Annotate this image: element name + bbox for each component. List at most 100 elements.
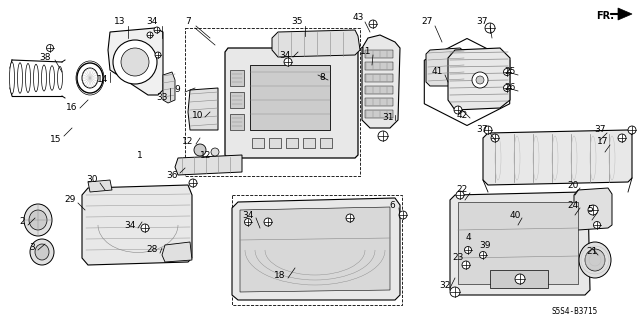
FancyBboxPatch shape bbox=[365, 98, 393, 106]
Text: 2: 2 bbox=[19, 218, 25, 227]
Text: 40: 40 bbox=[509, 211, 521, 220]
Text: 15: 15 bbox=[51, 135, 61, 145]
Text: 42: 42 bbox=[456, 110, 468, 119]
Polygon shape bbox=[272, 30, 360, 57]
FancyBboxPatch shape bbox=[365, 86, 393, 94]
Polygon shape bbox=[574, 188, 612, 230]
Polygon shape bbox=[225, 48, 358, 158]
Text: 33: 33 bbox=[156, 93, 168, 102]
Circle shape bbox=[47, 44, 54, 52]
Text: 37: 37 bbox=[476, 125, 488, 134]
Text: 37: 37 bbox=[595, 125, 605, 134]
Text: 18: 18 bbox=[275, 270, 285, 279]
Polygon shape bbox=[448, 48, 510, 110]
Polygon shape bbox=[108, 28, 163, 95]
Circle shape bbox=[465, 246, 472, 253]
FancyBboxPatch shape bbox=[365, 50, 393, 58]
Text: 5: 5 bbox=[587, 205, 593, 214]
Text: 37: 37 bbox=[476, 18, 488, 27]
Text: 3: 3 bbox=[29, 244, 35, 252]
Text: 21: 21 bbox=[586, 247, 598, 257]
Text: 36: 36 bbox=[166, 171, 178, 180]
Circle shape bbox=[472, 72, 488, 88]
FancyBboxPatch shape bbox=[250, 65, 330, 130]
Circle shape bbox=[399, 211, 407, 219]
Text: 43: 43 bbox=[352, 13, 364, 22]
Circle shape bbox=[154, 27, 160, 33]
Text: 23: 23 bbox=[452, 253, 464, 262]
Text: 6: 6 bbox=[389, 201, 395, 210]
Polygon shape bbox=[88, 180, 112, 192]
Polygon shape bbox=[82, 185, 192, 265]
Text: 32: 32 bbox=[439, 281, 451, 290]
Text: 28: 28 bbox=[147, 245, 157, 254]
Circle shape bbox=[618, 134, 626, 142]
Circle shape bbox=[484, 126, 492, 134]
Ellipse shape bbox=[42, 65, 47, 91]
Polygon shape bbox=[450, 192, 590, 295]
Circle shape bbox=[155, 52, 161, 58]
Circle shape bbox=[121, 48, 149, 76]
Text: 38: 38 bbox=[39, 53, 51, 62]
FancyBboxPatch shape bbox=[252, 138, 264, 148]
Circle shape bbox=[189, 179, 197, 187]
Circle shape bbox=[141, 224, 149, 232]
Polygon shape bbox=[188, 88, 218, 130]
Polygon shape bbox=[362, 35, 400, 128]
Text: 16: 16 bbox=[67, 102, 77, 111]
FancyBboxPatch shape bbox=[320, 138, 332, 148]
FancyBboxPatch shape bbox=[303, 138, 315, 148]
Polygon shape bbox=[240, 207, 390, 292]
Ellipse shape bbox=[17, 63, 22, 93]
Polygon shape bbox=[426, 48, 465, 86]
Polygon shape bbox=[175, 155, 242, 175]
FancyBboxPatch shape bbox=[365, 110, 393, 118]
Ellipse shape bbox=[26, 63, 31, 92]
Polygon shape bbox=[618, 8, 632, 20]
Circle shape bbox=[588, 205, 598, 215]
Ellipse shape bbox=[579, 242, 611, 278]
Polygon shape bbox=[232, 198, 400, 300]
FancyBboxPatch shape bbox=[230, 70, 244, 86]
Circle shape bbox=[462, 261, 470, 269]
Circle shape bbox=[264, 218, 272, 226]
FancyBboxPatch shape bbox=[230, 92, 244, 108]
Circle shape bbox=[194, 144, 206, 156]
Ellipse shape bbox=[29, 210, 47, 230]
Circle shape bbox=[504, 84, 511, 92]
Circle shape bbox=[491, 134, 499, 142]
Text: 31: 31 bbox=[382, 114, 394, 123]
Text: 27: 27 bbox=[421, 18, 433, 27]
Ellipse shape bbox=[82, 68, 98, 88]
Circle shape bbox=[244, 219, 252, 226]
Text: 7: 7 bbox=[185, 18, 191, 27]
Circle shape bbox=[593, 221, 600, 228]
Text: 26: 26 bbox=[504, 84, 516, 92]
Circle shape bbox=[456, 191, 464, 199]
Ellipse shape bbox=[585, 249, 605, 271]
Polygon shape bbox=[163, 72, 175, 103]
Circle shape bbox=[515, 274, 525, 284]
Text: 11: 11 bbox=[360, 47, 372, 57]
Circle shape bbox=[369, 20, 377, 28]
FancyBboxPatch shape bbox=[286, 138, 298, 148]
Circle shape bbox=[147, 32, 153, 38]
Text: 12: 12 bbox=[182, 138, 194, 147]
Circle shape bbox=[485, 23, 495, 33]
Text: 22: 22 bbox=[456, 186, 468, 195]
Text: 12: 12 bbox=[200, 150, 212, 159]
Text: S5S4-B3715: S5S4-B3715 bbox=[552, 308, 598, 316]
Polygon shape bbox=[483, 130, 632, 185]
Ellipse shape bbox=[30, 239, 54, 265]
Circle shape bbox=[346, 214, 354, 222]
Ellipse shape bbox=[33, 64, 38, 92]
Polygon shape bbox=[162, 242, 192, 262]
Text: 34: 34 bbox=[279, 51, 291, 60]
Circle shape bbox=[504, 68, 511, 76]
Circle shape bbox=[628, 126, 636, 134]
Text: 8: 8 bbox=[319, 74, 325, 83]
Circle shape bbox=[284, 58, 292, 66]
Text: 34: 34 bbox=[147, 18, 157, 27]
Ellipse shape bbox=[10, 62, 15, 94]
Circle shape bbox=[476, 76, 484, 84]
